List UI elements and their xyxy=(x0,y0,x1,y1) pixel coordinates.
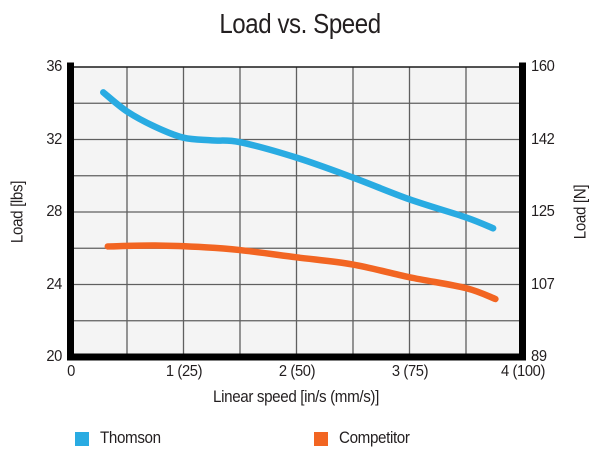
x-axis-tick: 2 (50) xyxy=(278,363,315,380)
series-line-thomson xyxy=(100,89,497,232)
thomson-swatch-icon xyxy=(75,431,89,446)
y-axis-tick-left: 36 xyxy=(46,58,62,75)
legend-item-thomson: Thomson xyxy=(75,429,166,448)
y-axis-tick-right: 142 xyxy=(531,130,555,148)
x-axis-tick: 4 (100) xyxy=(500,363,545,380)
legend-label-thomson: Thomson xyxy=(100,429,161,447)
y-axis-tick-left: 32 xyxy=(46,130,62,148)
y-axis-label-left: Load [lbs] xyxy=(8,180,27,244)
y-axis-tick-right: 107 xyxy=(531,275,555,293)
competitor-swatch-icon xyxy=(314,431,328,446)
y-axis-tick-left: 28 xyxy=(46,203,62,220)
x-axis-label: Linear speed [in/s (mm/s)] xyxy=(213,388,379,406)
chart-title: Load vs. Speed xyxy=(219,8,381,39)
series-line-competitor xyxy=(104,242,499,303)
y-axis-tick-left: 24 xyxy=(46,275,62,293)
x-axis-tick: 1 (25) xyxy=(165,363,202,380)
y-axis-tick-left: 20 xyxy=(46,348,62,365)
y-axis-tick-right: 125 xyxy=(531,203,555,220)
x-axis-tick: 0 xyxy=(66,363,75,380)
y-axis-label-right: Load [N] xyxy=(571,184,590,240)
x-axis-tick: 3 (75) xyxy=(391,363,428,380)
legend-label-competitor: Competitor xyxy=(339,429,410,447)
legend-item-competitor: Competitor xyxy=(314,429,416,448)
y-axis-tick-right: 89 xyxy=(531,348,547,365)
y-axis-tick-right: 160 xyxy=(531,58,555,75)
